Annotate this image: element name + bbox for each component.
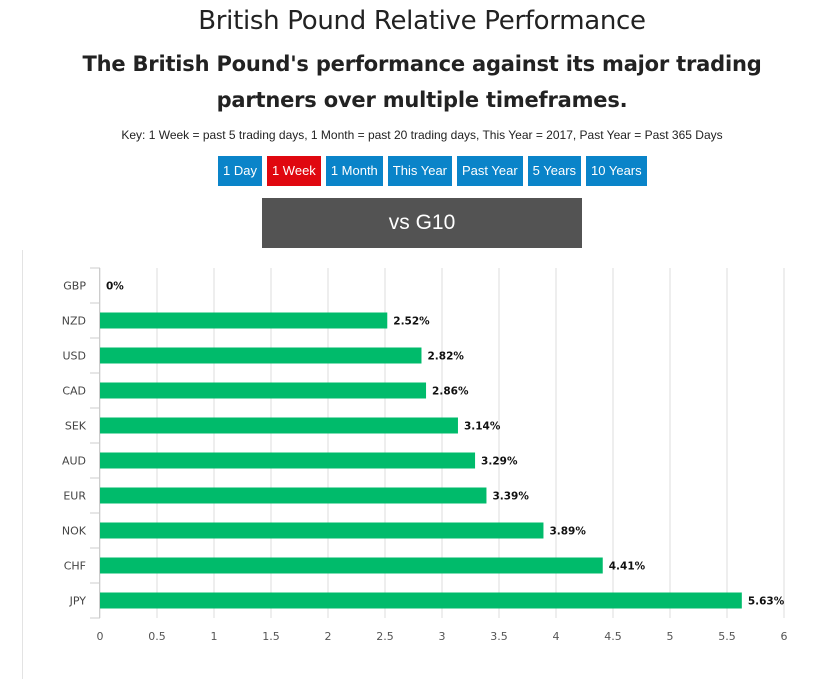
category-label: SEK [65,420,87,433]
x-tick-label: 1.5 [262,630,280,643]
category-label: CAD [62,385,86,398]
category-label: NZD [62,315,86,328]
timeframe-button-5-years[interactable]: 5 Years [527,156,582,186]
data-label: 0% [106,281,124,293]
category-label: CHF [64,560,86,573]
x-tick-label: 1 [211,630,218,643]
timeframe-buttons: 1 Day 1 Week 1 Month This Year Past Year 5 Ye… [218,156,647,186]
x-tick-label: 5 [667,630,674,643]
x-tick-label: 3.5 [490,630,508,643]
bar-nzd [100,312,388,329]
x-tick-label: 4 [553,630,560,643]
timeframe-button-past-year[interactable]: Past Year [457,156,523,186]
data-label: 3.39% [492,491,529,503]
bar-eur [100,487,487,504]
x-tick-label: 0.5 [148,630,166,643]
data-label: 5.63% [748,596,785,608]
data-label: 2.86% [432,386,469,398]
category-label: EUR [63,490,86,503]
category-label: NOK [62,525,87,538]
bar-chf [100,557,603,574]
x-tick-label: 2.5 [376,630,394,643]
x-tick-label: 5.5 [718,630,736,643]
timeframe-button-1-day[interactable]: 1 Day [218,156,262,186]
bar-jpy [100,592,742,609]
data-label: 3.29% [481,456,518,468]
data-label: 4.41% [609,561,646,573]
x-tick-label: 4.5 [604,630,622,643]
category-label: GBP [63,280,86,293]
timeframe-button-10-years[interactable]: 10 Years [586,156,647,186]
page-title: British Pound Relative Performance [198,6,646,36]
group-header: vs G10 [262,198,582,248]
data-label: 3.14% [464,421,501,433]
category-label: JPY [69,595,87,608]
bar-aud [100,452,476,469]
page-border [22,250,23,679]
data-label: 2.52% [393,316,430,328]
bar-cad [100,382,427,399]
bar-sek [100,417,458,434]
x-tick-label: 0 [97,630,104,643]
bar-usd [100,347,422,364]
timeframe-button-this-year[interactable]: This Year [387,156,452,186]
timeframe-key: Key: 1 Week = past 5 trading days, 1 Mon… [121,128,723,142]
timeframe-button-1-week[interactable]: 1 Week [266,156,321,186]
category-label: USD [62,350,86,363]
page-subtitle: The British Pound's performance against … [82,52,762,112]
bar-nok [100,522,544,539]
x-tick-label: 6 [781,630,788,643]
data-label: 2.82% [427,351,464,363]
x-tick-label: 3 [439,630,446,643]
data-label: 3.89% [549,526,586,538]
category-label: AUD [62,455,86,468]
x-tick-label: 2 [325,630,332,643]
timeframe-button-1-month[interactable]: 1 Month [325,156,383,186]
